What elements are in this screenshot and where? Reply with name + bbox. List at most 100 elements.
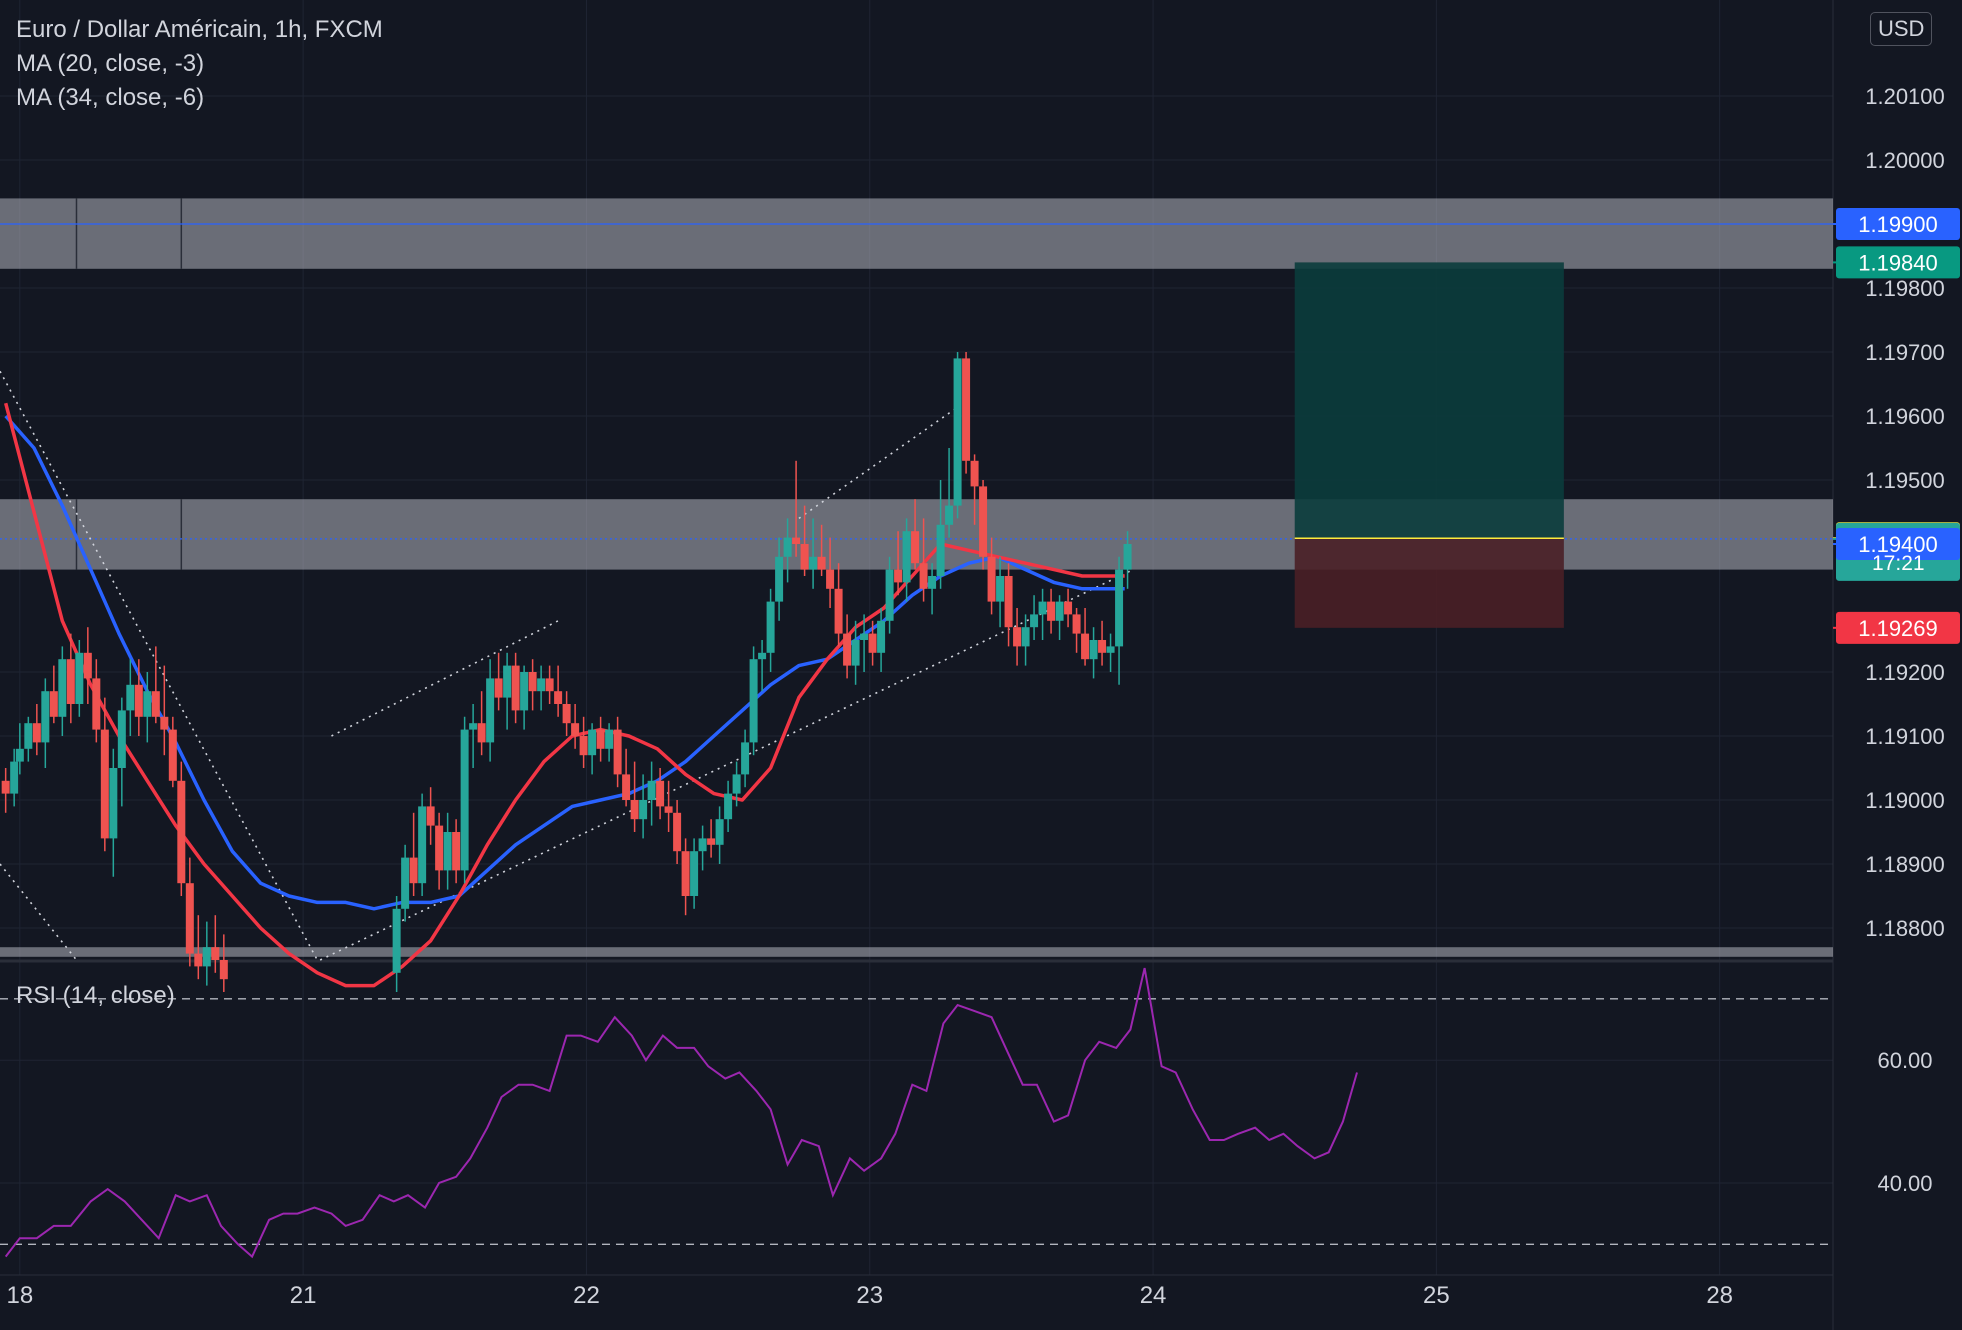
candle: [741, 729, 750, 788]
candle-body: [426, 806, 435, 826]
candle: [15, 723, 24, 775]
candle-body: [211, 947, 220, 960]
candle: [41, 678, 50, 768]
candle: [503, 652, 512, 730]
candle-body: [494, 678, 503, 698]
candle: [596, 716, 605, 762]
rsi-legend[interactable]: RSI (14, close): [16, 982, 175, 1009]
candle: [792, 460, 801, 557]
candle: [435, 812, 444, 890]
candle: [49, 665, 58, 724]
candle-body: [1089, 640, 1098, 660]
candle-body: [1064, 601, 1073, 615]
candle-body: [151, 691, 160, 717]
price-label-text: 1.19900: [1858, 212, 1938, 237]
price-and-time-axes[interactable]: 1.20100 1.20000 1.19800 1.19700 1.19600 1.195…: [6, 84, 1944, 1309]
candle-body: [1072, 614, 1081, 634]
candle: [143, 672, 152, 743]
price-tick-label: 1.19800: [1865, 276, 1945, 301]
candle-body: [126, 684, 135, 711]
candle: [219, 934, 228, 992]
candle-body: [194, 953, 203, 967]
candle-body: [100, 729, 109, 839]
candle-body: [775, 556, 784, 602]
time-tick-label: 22: [573, 1282, 600, 1309]
price-zone: [0, 947, 1833, 957]
candle-body: [979, 486, 988, 557]
candle: [554, 665, 563, 717]
trend-channel-lines: [0, 370, 1134, 961]
target-zone: [1294, 262, 1564, 539]
candle: [928, 563, 937, 615]
candle: [834, 563, 843, 647]
stop-zone: [1294, 538, 1564, 628]
candle-body: [1030, 614, 1039, 628]
candle: [885, 556, 894, 634]
candle: [775, 537, 784, 621]
candle: [800, 505, 809, 576]
candle-body: [885, 569, 894, 621]
candle-body: [10, 761, 19, 794]
candle: [911, 499, 920, 570]
candle-body: [911, 531, 920, 564]
price-tick-label: 1.19100: [1865, 724, 1945, 749]
candle: [511, 652, 520, 724]
candle-body: [588, 729, 597, 756]
candle: [545, 665, 554, 704]
candle-body: [817, 556, 826, 570]
candle-body: [622, 774, 631, 800]
price-label-text: 1.19840: [1858, 250, 1938, 275]
symbol-legend[interactable]: Euro / Dollar Américain, 1h, FXCM: [16, 16, 383, 43]
candle-body: [664, 806, 673, 813]
candle: [151, 646, 160, 724]
price-tick-label: 1.19700: [1865, 340, 1945, 365]
price-labels: 1.199001.198401.194091.194081.194001.192…: [1833, 208, 1960, 644]
candle-body: [724, 793, 733, 820]
candle-body: [452, 832, 461, 871]
candle-body: [732, 774, 741, 794]
candle: [860, 614, 869, 672]
candle: [1106, 633, 1115, 672]
candle: [707, 819, 716, 858]
candle-body: [469, 723, 478, 730]
candle-body: [783, 537, 792, 557]
rsi-pane: 60.00 40.00: [0, 967, 1933, 1259]
ma34-legend[interactable]: MA (34, close, -6): [16, 84, 205, 111]
candle-body: [630, 800, 639, 820]
candle-body: [656, 780, 665, 807]
candle: [953, 352, 962, 519]
currency-button[interactable]: USD: [1870, 12, 1933, 46]
candle-body: [647, 780, 656, 800]
candle-body: [749, 659, 758, 743]
candle: [783, 518, 792, 583]
price-tick-label: 1.19500: [1865, 468, 1945, 493]
rsi-tick-label: 40.00: [1877, 1171, 1932, 1196]
candle: [443, 812, 452, 890]
price-tick-label: 1.20000: [1865, 148, 1945, 173]
candle: [562, 691, 571, 736]
ma34-line: [4, 414, 1125, 911]
candle: [647, 761, 656, 826]
candle-body: [758, 652, 767, 660]
candle-body: [613, 729, 622, 775]
candle: [1064, 588, 1073, 628]
candle-body: [477, 723, 486, 743]
candle-body: [160, 716, 169, 730]
candle: [1123, 531, 1132, 589]
candle-body: [860, 633, 869, 640]
ma20-legend[interactable]: MA (20, close, -3): [16, 50, 205, 77]
candle-body: [58, 659, 67, 717]
long-position-tool[interactable]: [1294, 262, 1564, 628]
candle: [715, 806, 724, 864]
candle-body: [834, 588, 843, 634]
candle: [919, 518, 928, 602]
candle-body: [792, 537, 801, 544]
candle-body: [134, 684, 143, 717]
candle-body: [826, 569, 835, 589]
candle-body: [185, 883, 194, 954]
candle-body: [996, 576, 1005, 602]
candle: [460, 716, 469, 884]
candle-body: [698, 838, 707, 852]
candle: [1047, 588, 1056, 634]
